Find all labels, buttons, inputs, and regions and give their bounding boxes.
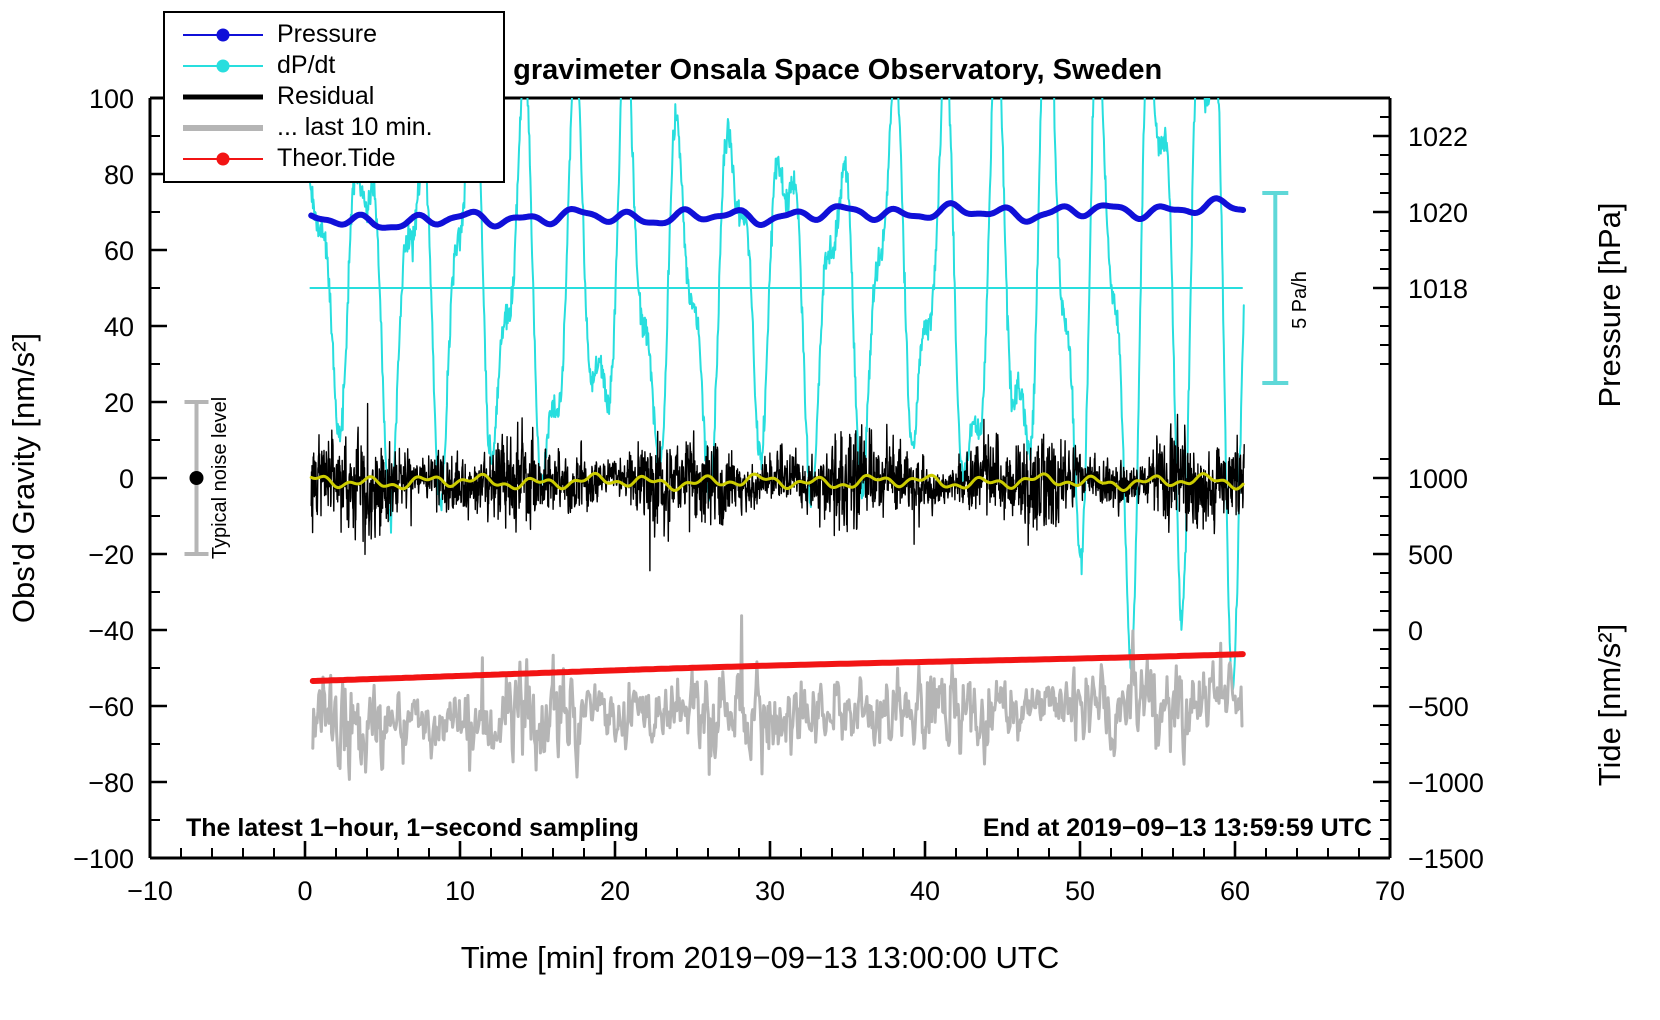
pressure-tick-label: 1018 xyxy=(1408,274,1468,304)
x-tick-label: 0 xyxy=(297,876,312,906)
legend-label-pressure: Pressure xyxy=(277,20,378,48)
y-tick-label: −80 xyxy=(88,768,134,798)
tide-tick-label: −1500 xyxy=(1408,844,1484,874)
x-tick-label: 20 xyxy=(600,876,630,906)
legend-swatch-last10min xyxy=(179,112,267,143)
x-tick-label: 30 xyxy=(755,876,785,906)
legend-label-dpdt: dP/dt xyxy=(277,51,336,79)
series-last10min-line xyxy=(311,614,1244,781)
y-tick-label: 40 xyxy=(104,312,134,342)
y-tick-label: 0 xyxy=(119,464,134,494)
typical-noise-level-errorbar xyxy=(184,400,209,556)
pressure-trace xyxy=(308,195,1247,231)
sampling-note: The latest 1−hour, 1−second sampling xyxy=(186,814,639,842)
legend-item-pressure[interactable]: Pressure xyxy=(165,19,503,50)
legend-item-dpdt[interactable]: dP/dt xyxy=(165,50,503,81)
series-pressure-line xyxy=(308,195,1247,231)
y-tick-label: −40 xyxy=(88,616,134,646)
bottom-axis-ticks: −10 0 10 20 30 40 50 60 70 xyxy=(127,841,1405,906)
y-tick-label: 100 xyxy=(89,84,134,114)
series-filtered-line xyxy=(309,471,1245,492)
legend-label-residual: Residual xyxy=(277,82,375,110)
legend-swatch-residual xyxy=(179,81,267,112)
legend: Pressure dP/dt Residual ... last 10 min. xyxy=(163,11,505,183)
legend-item-residual[interactable]: Residual xyxy=(165,81,503,112)
dpdt-scale-bar xyxy=(1262,191,1289,385)
right-pressure-axis-ticks: 1018 1020 1022 xyxy=(1373,97,1468,365)
tide-tick-label: −1000 xyxy=(1408,768,1484,798)
legend-item-theor-tide[interactable]: Theor.Tide xyxy=(165,143,503,174)
tide-tick-label: 0 xyxy=(1408,616,1423,646)
legend-swatch-dpdt xyxy=(179,50,267,81)
end-time-note: End at 2019−09−13 13:59:59 UTC xyxy=(983,814,1372,842)
x-tick-label: 70 xyxy=(1375,876,1405,906)
scale-bar-label: 5 Pa/h xyxy=(1289,271,1311,329)
legend-item-last10min[interactable]: ... last 10 min. xyxy=(165,112,503,143)
x-tick-label: −10 xyxy=(127,876,173,906)
y-axis-title-pressure: Pressure [hPa] xyxy=(1592,202,1627,407)
pressure-tick-label: 1020 xyxy=(1408,198,1468,228)
x-tick-label: 40 xyxy=(910,876,940,906)
y-tick-label: −60 xyxy=(88,692,134,722)
legend-label-theor-tide: Theor.Tide xyxy=(277,144,396,172)
pressure-tick-label: 1022 xyxy=(1408,122,1468,152)
tide-tick-label: 500 xyxy=(1408,540,1453,570)
y-tick-label: −20 xyxy=(88,540,134,570)
legend-label-last10min: ... last 10 min. xyxy=(277,113,433,141)
y-axis-title-tide: Tide [nm/s²] xyxy=(1592,624,1627,787)
y-tick-label: 20 xyxy=(104,388,134,418)
y-tick-label: 60 xyxy=(104,236,134,266)
y-tick-label: −100 xyxy=(73,844,134,874)
x-tick-label: 50 xyxy=(1065,876,1095,906)
left-axis-ticks: −100 −80 −60 −40 −20 0 20 40 60 80 100 xyxy=(73,84,167,874)
tide-tick-label: −500 xyxy=(1408,692,1469,722)
chart-title: SCG_054 gravimeter Onsala Space Observat… xyxy=(378,54,1162,86)
tide-tick-label: 1000 xyxy=(1408,464,1468,494)
x-tick-label: 10 xyxy=(445,876,475,906)
filtered-residual-trace xyxy=(309,471,1245,492)
residual-trace xyxy=(310,402,1245,572)
y-tick-label: 80 xyxy=(104,160,134,190)
x-axis-title: Time [min] from 2019−09−13 13:00:00 UTC xyxy=(461,940,1060,975)
y-axis-title-left: Obs'd Gravity [nm/s²] xyxy=(6,333,41,623)
series-residual-line xyxy=(310,402,1245,572)
series-theor-tide-line xyxy=(309,651,1246,684)
theor-tide-trace xyxy=(309,651,1246,684)
right-tide-axis-ticks: −1500 −1000 −500 0 500 1000 xyxy=(1373,458,1484,874)
last10min-trace xyxy=(311,614,1244,781)
legend-swatch-theor-tide xyxy=(179,143,267,174)
x-tick-label: 60 xyxy=(1220,876,1250,906)
legend-swatch-pressure xyxy=(179,19,267,50)
errorbar-center-dot xyxy=(189,471,204,485)
noise-level-label: Typical noise level xyxy=(209,397,231,559)
